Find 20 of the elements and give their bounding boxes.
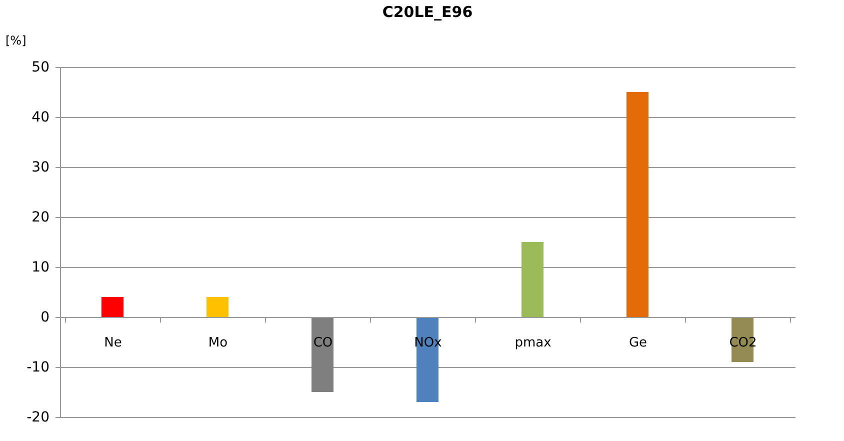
y-tick-label: 0 [40, 310, 50, 326]
y-tick-label: -20 [26, 410, 50, 426]
bar [312, 317, 334, 392]
y-tick-label: 30 [32, 160, 50, 176]
y-tick-label: 40 [32, 110, 50, 126]
y-tick-label: -10 [26, 360, 50, 376]
y-tick-label: 20 [32, 210, 50, 226]
bar [102, 297, 124, 317]
bar [626, 92, 648, 317]
bar [522, 242, 544, 317]
y-axis-title: [%] [6, 34, 26, 48]
bar [206, 297, 228, 317]
chart-title: C20LE_E96 [382, 3, 473, 21]
x-tick-label: Ne [104, 336, 122, 350]
y-tick-label: 50 [32, 60, 50, 76]
x-tick-label: Mo [208, 336, 228, 350]
y-tick-label: 10 [32, 260, 50, 276]
x-tick-label: Ge [628, 336, 648, 350]
x-tick-label: pmax [514, 336, 552, 350]
x-tick-label: CO [313, 336, 333, 350]
